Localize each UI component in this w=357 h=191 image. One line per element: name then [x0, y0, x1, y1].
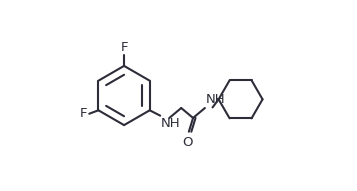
Text: O: O: [183, 136, 193, 149]
Text: F: F: [120, 41, 128, 54]
Text: F: F: [80, 107, 88, 120]
Text: NH: NH: [161, 117, 180, 130]
Text: NH: NH: [205, 93, 225, 107]
